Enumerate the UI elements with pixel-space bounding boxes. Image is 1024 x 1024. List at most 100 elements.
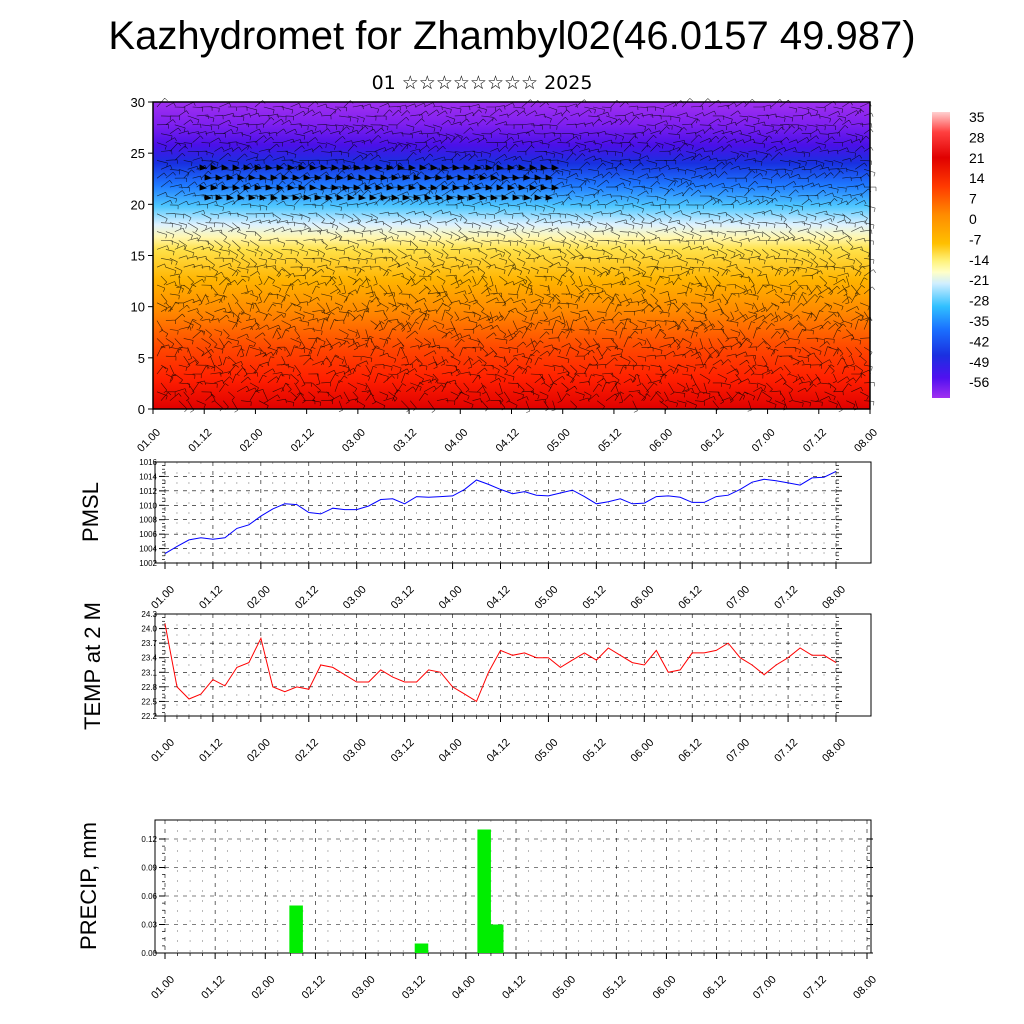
x-tick-label: 05.12 (581, 584, 609, 612)
precip-grid (164, 820, 868, 954)
y-tick-label: 22.8 (141, 683, 157, 692)
x-tick-label: 05.12 (581, 737, 609, 765)
cross-section-field (153, 102, 870, 409)
y-tick-label: 0.06 (141, 892, 157, 901)
cross-section-y-axis: 0 5 10 15 20 25 30 (131, 95, 153, 417)
pmsl-frame (154, 461, 872, 564)
x-tick-label: 03.00 (341, 584, 369, 612)
x-tick-label: 06.12 (676, 737, 704, 765)
x-tick-label: 04.00 (437, 737, 465, 765)
cross-section-x-tick-label: 01.00 (135, 427, 163, 455)
colorbar-label: 35 (969, 109, 985, 125)
cross-section-x-tick-label: 05.00 (545, 427, 573, 455)
temp-frame (154, 613, 872, 717)
y-tick-label: 1016 (139, 458, 157, 467)
y-tick-label: 24.0 (141, 625, 157, 634)
colorbar-label: -7 (969, 231, 982, 247)
cross-section-x-tick-label: 08.00 (852, 427, 880, 455)
colorbar-labels: 35 28 21 14 7 0 -7 -14 -21 -28 -35 -42 -49 -56 (969, 109, 989, 390)
x-tick-label: 07.12 (801, 974, 829, 1002)
y-tick-label: 22.2 (141, 712, 157, 721)
cross-section-y-tick-label: 25 (131, 146, 145, 161)
y-tick-label: 1008 (139, 516, 157, 525)
cross-section-x-tick-label: 03.12 (391, 427, 419, 455)
y-tick-label: 0.03 (141, 921, 157, 930)
colorbar-label: 7 (969, 191, 977, 207)
x-tick-label: 05.00 (533, 584, 561, 612)
y-tick-label: 0.12 (141, 835, 157, 844)
colorbar-label: -49 (969, 354, 989, 370)
precip-bars (289, 829, 504, 953)
x-tick-label: 02.12 (300, 974, 328, 1002)
x-tick-label: 04.12 (500, 974, 528, 1002)
x-tick-label: 06.00 (628, 737, 656, 765)
x-tick-label: 02.12 (293, 584, 321, 612)
x-tick-label: 07.00 (751, 974, 779, 1002)
cross-section-y-tick-label: 30 (131, 95, 145, 110)
wind-flag-barbs (199, 164, 560, 201)
y-tick-label: 1010 (139, 501, 157, 510)
x-tick-label: 03.12 (389, 584, 417, 612)
x-tick-label: 05.00 (550, 974, 578, 1002)
x-tick-label: 01.00 (149, 737, 177, 765)
cross-section-x-tick-label: 04.12 (494, 427, 522, 455)
x-tick-label: 01.00 (149, 584, 177, 612)
x-tick-label: 08.00 (820, 737, 848, 765)
colorbar-label: -28 (969, 293, 989, 309)
colorbar-label: 21 (969, 150, 985, 166)
x-tick-label: 08.00 (851, 974, 879, 1002)
precip-bar (414, 943, 429, 953)
temp-panel: 01.00 01.12 02.00 02.12 03.00 03.12 04.00 04.12… (80, 602, 872, 765)
colorbar-label: 28 (969, 129, 985, 145)
x-tick-label: 02.00 (249, 974, 277, 1002)
cross-section-y-tick-label: 10 (131, 300, 145, 315)
x-tick-label: 06.00 (628, 584, 656, 612)
x-tick-label: 02.12 (293, 737, 321, 765)
x-tick-label: 07.00 (724, 737, 752, 765)
cross-section-x-tick-label: 02.12 (289, 427, 317, 455)
x-tick-label: 04.00 (437, 584, 465, 612)
y-tick-label: 0.00 (141, 949, 157, 958)
x-tick-label: 01.12 (197, 584, 225, 612)
cross-section-panel: 0 5 10 15 20 25 30 01.00 01.12 02.00 02.12 03.00 03… (131, 95, 881, 455)
pmsl-grid (164, 461, 837, 564)
x-tick-label: 02.00 (245, 737, 273, 765)
pmsl-series-line (164, 470, 837, 555)
precip-y-label: PRECIP, mm (76, 822, 101, 950)
colorbar-label: 14 (969, 170, 985, 186)
wind-barbs (156, 97, 877, 413)
temp-series-line (164, 623, 837, 703)
colorbar-label: 0 (969, 211, 977, 227)
y-tick-label: 1014 (139, 472, 157, 481)
cross-section-x-tick-label: 04.00 (442, 427, 470, 455)
colorbar-label: -14 (969, 252, 989, 268)
x-tick-label: 03.12 (389, 737, 417, 765)
x-tick-label: 01.00 (149, 974, 177, 1002)
y-tick-label: 22.5 (141, 697, 157, 706)
colorbar-label: -56 (969, 374, 989, 390)
x-tick-label: 05.00 (533, 737, 561, 765)
precip-bar (289, 905, 303, 953)
colorbar-label: -42 (969, 333, 989, 349)
chart-title: Kazhydromet for Zhambyl02(46.0157 49.987… (108, 14, 916, 58)
x-tick-label: 07.00 (724, 584, 752, 612)
x-tick-label: 03.00 (350, 974, 378, 1002)
x-tick-label: 08.00 (820, 584, 848, 612)
cross-section-y-tick-label: 0 (138, 402, 145, 417)
colorbar-label: -21 (969, 272, 989, 288)
cross-section-x-axis: 01.00 01.12 02.00 02.12 03.00 03.12 04.00 04.12… (135, 409, 880, 455)
x-tick-label: 04.00 (450, 974, 478, 1002)
chart-subtitle: 01 ☆☆☆☆☆☆☆☆ 2025 (371, 72, 593, 94)
cross-section-x-tick-label: 03.00 (340, 427, 368, 455)
precip-panel: 01.00 01.12 02.00 02.12 03.00 03.12 04.00 04.12… (76, 819, 879, 1002)
y-tick-label: 1004 (139, 545, 157, 554)
pmsl-y-label: PMSL (78, 482, 103, 542)
cross-section-y-tick-label: 20 (131, 197, 145, 212)
y-tick-label: 0.09 (141, 864, 157, 873)
temp-y-label: TEMP at 2 M (80, 602, 105, 730)
cross-section-y-tick-label: 15 (131, 249, 145, 264)
x-tick-label: 06.12 (676, 584, 704, 612)
x-tick-label: 02.00 (245, 584, 273, 612)
x-tick-label: 03.00 (341, 737, 369, 765)
